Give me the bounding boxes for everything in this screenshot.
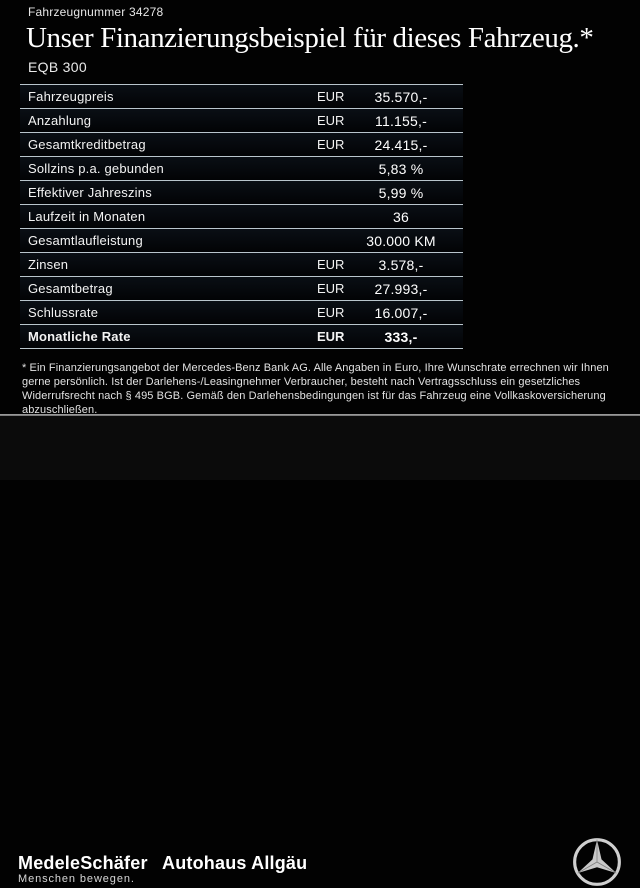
row-currency: EUR bbox=[317, 329, 345, 344]
row-value: 16.007,- bbox=[374, 304, 428, 321]
row-label: Schlussrate bbox=[28, 305, 99, 320]
row-label: Laufzeit in Monaten bbox=[28, 209, 146, 224]
row-value: 36 bbox=[393, 208, 409, 225]
row-value: 3.578,- bbox=[378, 256, 424, 273]
footer-divider bbox=[0, 414, 640, 416]
row-label: Effektiver Jahreszins bbox=[28, 185, 152, 200]
row-value-group: EUR 11.155,- bbox=[317, 113, 463, 129]
row-currency: EUR bbox=[317, 257, 345, 272]
row-label: Gesamtlaufleistung bbox=[28, 233, 143, 248]
row-value-group: EUR 16.007,- bbox=[317, 305, 463, 321]
table-row: Laufzeit in Monaten 36 bbox=[20, 205, 463, 229]
row-currency: EUR bbox=[317, 89, 345, 104]
table-row: Anzahlung EUR 11.155,- bbox=[20, 109, 463, 133]
table-row: Gesamtkreditbetrag EUR 24.415,- bbox=[20, 133, 463, 157]
finance-table: Fahrzeugpreis EUR 35.570,- Anzahlung EUR 11.1… bbox=[20, 84, 463, 349]
row-currency: EUR bbox=[317, 281, 345, 296]
row-label: Sollzins p.a. gebunden bbox=[28, 161, 164, 176]
row-label: Fahrzeugpreis bbox=[28, 89, 114, 104]
row-value-group: EUR 3.578,- bbox=[317, 257, 463, 273]
row-value-group: EUR 27.993,- bbox=[317, 281, 463, 297]
dealer-tagline: Menschen bewegen. bbox=[18, 873, 135, 885]
row-currency: EUR bbox=[317, 137, 345, 152]
table-row: Effektiver Jahreszins 5,99 % bbox=[20, 181, 463, 205]
dealer-logo: MedeleSchäfer bbox=[18, 853, 148, 873]
row-label: Zinsen bbox=[28, 257, 69, 272]
row-label: Anzahlung bbox=[28, 113, 92, 128]
row-value: 5,83 % bbox=[378, 160, 424, 177]
table-row: Sollzins p.a. gebunden 5,83 % bbox=[20, 157, 463, 181]
row-value: 30.000 KM bbox=[366, 232, 436, 249]
row-value-group: 36 bbox=[317, 209, 463, 225]
table-row: Gesamtbetrag EUR 27.993,- bbox=[20, 277, 463, 301]
row-value: 11.155,- bbox=[375, 112, 427, 129]
dealer-secondary-logo: Autohaus Allgäu bbox=[162, 853, 308, 873]
row-label: Monatliche Rate bbox=[28, 329, 131, 344]
row-label: Gesamtkreditbetrag bbox=[28, 137, 146, 152]
vehicle-number: Fahrzeugnummer 34278 bbox=[28, 5, 164, 19]
table-row: Schlussrate EUR 16.007,- bbox=[20, 301, 463, 325]
footnote-text: * Ein Finanzierungsangebot der Mercedes-… bbox=[22, 362, 609, 416]
table-row: Monatliche Rate EUR 333,- bbox=[20, 325, 463, 349]
model-name: EQB 300 bbox=[28, 59, 87, 75]
row-currency: EUR bbox=[317, 113, 345, 128]
row-value-group: EUR 24.415,- bbox=[317, 137, 463, 153]
row-value-group: 30.000 KM bbox=[317, 233, 463, 249]
row-value-group: EUR 333,- bbox=[317, 329, 463, 345]
row-value: 27.993,- bbox=[374, 280, 428, 297]
table-row: Zinsen EUR 3.578,- bbox=[20, 253, 463, 277]
row-currency: EUR bbox=[317, 305, 345, 320]
row-value: 5,99 % bbox=[378, 184, 424, 201]
row-value: 24.415,- bbox=[374, 136, 428, 153]
row-value-group: 5,99 % bbox=[317, 185, 463, 201]
row-value-group: EUR 35.570,- bbox=[317, 89, 463, 105]
table-row: Gesamtlaufleistung 30.000 KM bbox=[20, 229, 463, 253]
row-value: 35.570,- bbox=[374, 88, 428, 105]
row-value: 333,- bbox=[384, 328, 418, 345]
footer-bar: MedeleSchäfer Menschen bewegen. Autohaus… bbox=[0, 416, 640, 886]
finance-offer-page: Fahrzeugnummer 34278 Unser Finanzierungs… bbox=[0, 5, 640, 886]
table-row: Fahrzeugpreis EUR 35.570,- bbox=[20, 85, 463, 109]
mercedes-star-icon bbox=[573, 838, 621, 886]
page-title: Unser Finanzierungsbeispiel für dieses F… bbox=[26, 22, 594, 54]
row-value-group: 5,83 % bbox=[317, 161, 463, 177]
row-label: Gesamtbetrag bbox=[28, 281, 113, 296]
